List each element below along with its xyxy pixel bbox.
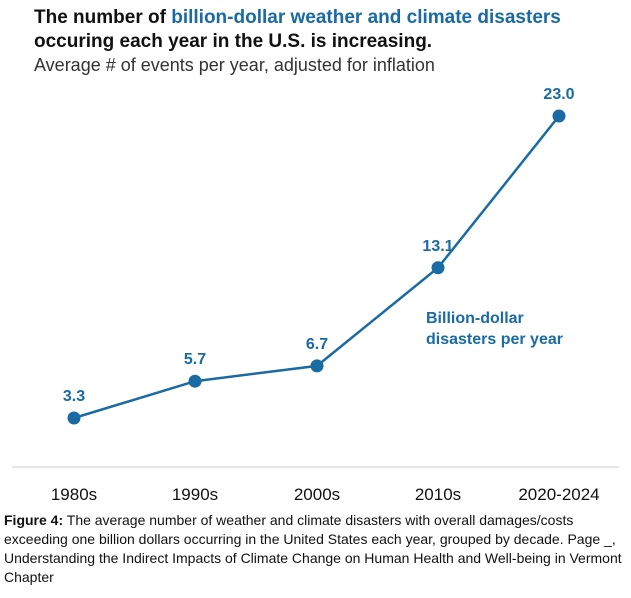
data-point [67,411,81,425]
data-label: 23.0 [543,86,574,103]
series-annotation: disasters per year [426,331,563,348]
data-label: 6.7 [306,336,328,353]
figure-caption: Figure 4: The average number of weather … [4,511,626,587]
x-tick-label: 2000s [294,485,340,504]
x-tick-label: 1980s [51,485,97,504]
data-point [310,359,324,373]
title-line-1: The number of billion-dollar weather and… [34,6,561,30]
x-tick-label: 2010s [415,485,461,504]
title-highlight: billion-dollar weather and climate disas… [171,7,561,28]
chart-subtitle: Average # of events per year, adjusted f… [34,55,435,75]
title-line-2: occuring each year in the U.S. is increa… [34,31,433,52]
data-point [188,374,202,388]
line-chart: 3.3 5.7 6.7 13.1 23.0 1980s 1990s 2000s 2010s 202… [12,86,619,504]
chart-title: The number of billion-dollar weather and… [34,6,561,54]
data-point [552,109,566,123]
x-tick-label: 1990s [172,485,218,504]
series-line [73,115,560,420]
caption-label: Figure 4: [4,512,64,528]
title-part-1: The number of [34,7,172,28]
data-point [431,261,445,275]
data-label: 5.7 [184,351,206,368]
data-label: 3.3 [63,388,85,405]
series-annotation: Billion-dollar [426,310,524,327]
x-tick-label: 2020-2024 [518,485,599,504]
data-label: 13.1 [422,238,453,255]
caption-text: The average number of weather and climat… [4,512,622,585]
